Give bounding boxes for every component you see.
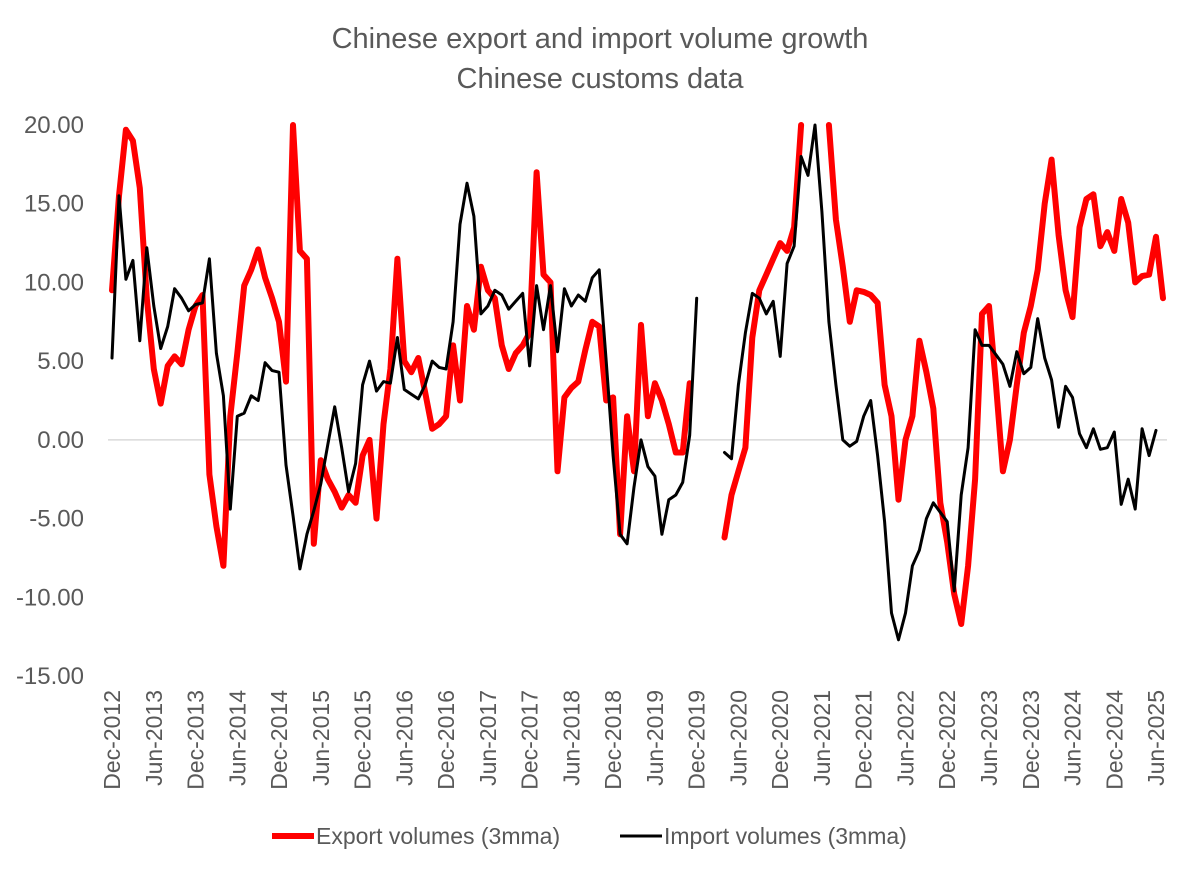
- x-tick-label: Dec-2022: [934, 690, 960, 790]
- x-tick-label: Jun-2018: [558, 690, 584, 786]
- x-tick-label: Jun-2013: [141, 690, 167, 786]
- x-tick-label: Jun-2015: [308, 690, 334, 786]
- x-tick-label: Jun-2025: [1143, 690, 1169, 786]
- x-tick-label: Jun-2022: [892, 690, 918, 786]
- x-tick-label: Dec-2021: [851, 690, 877, 790]
- x-tick-label: Jun-2024: [1060, 690, 1086, 786]
- x-tick-label: Jun-2020: [725, 690, 751, 786]
- legend-label-export: Export volumes (3mma): [316, 823, 560, 849]
- legend: Export volumes (3mma) Import volumes (3m…: [272, 823, 907, 849]
- y-tick-label: -5.00: [29, 506, 84, 533]
- y-tick-label: 10.00: [24, 269, 84, 296]
- x-tick-label: Jun-2019: [642, 690, 668, 786]
- x-tick-label: Dec-2016: [433, 690, 459, 790]
- legend-label-import: Import volumes (3mma): [664, 823, 907, 849]
- x-tick-label: Jun-2016: [391, 690, 417, 786]
- x-tick-label: Dec-2017: [517, 690, 543, 790]
- y-tick-label: 15.00: [24, 191, 84, 218]
- x-tick-label: Jun-2021: [809, 690, 835, 786]
- x-tick-label: Dec-2018: [600, 690, 626, 790]
- y-tick-label: -10.00: [16, 584, 84, 611]
- series-lines: [109, 122, 1166, 642]
- chart-subtitle: Chinese customs data: [457, 63, 745, 95]
- y-tick-label: 20.00: [24, 112, 84, 139]
- x-tick-label: Dec-2014: [266, 690, 292, 790]
- x-tick-label: Dec-2015: [350, 690, 376, 790]
- x-axis-tick-labels: Dec-2012 Jun-2013 Dec-2013 Jun-2014 Dec-2014…: [99, 690, 1169, 790]
- x-tick-label: Jun-2023: [976, 690, 1002, 786]
- y-tick-label: -15.00: [16, 663, 84, 690]
- y-tick-label: 0.00: [37, 427, 84, 454]
- y-axis-tick-labels: 20.00 15.00 10.00 5.00 0.00 -5.00 -10.00 -15.00: [16, 112, 84, 690]
- x-tick-label: Dec-2024: [1101, 690, 1127, 790]
- x-tick-label: Dec-2019: [684, 690, 710, 790]
- x-tick-label: Dec-2013: [183, 690, 209, 790]
- x-tick-label: Jun-2017: [475, 690, 501, 786]
- x-tick-label: Jun-2014: [224, 690, 250, 786]
- chart-title: Chinese export and import volume growth: [332, 23, 869, 55]
- x-tick-label: Dec-2020: [767, 690, 793, 790]
- export-volumes-line: [109, 122, 1166, 627]
- x-tick-label: Dec-2012: [99, 690, 125, 790]
- import-volumes-line: [110, 123, 1158, 642]
- x-tick-label: Dec-2023: [1018, 690, 1044, 790]
- y-tick-label: 5.00: [37, 348, 84, 375]
